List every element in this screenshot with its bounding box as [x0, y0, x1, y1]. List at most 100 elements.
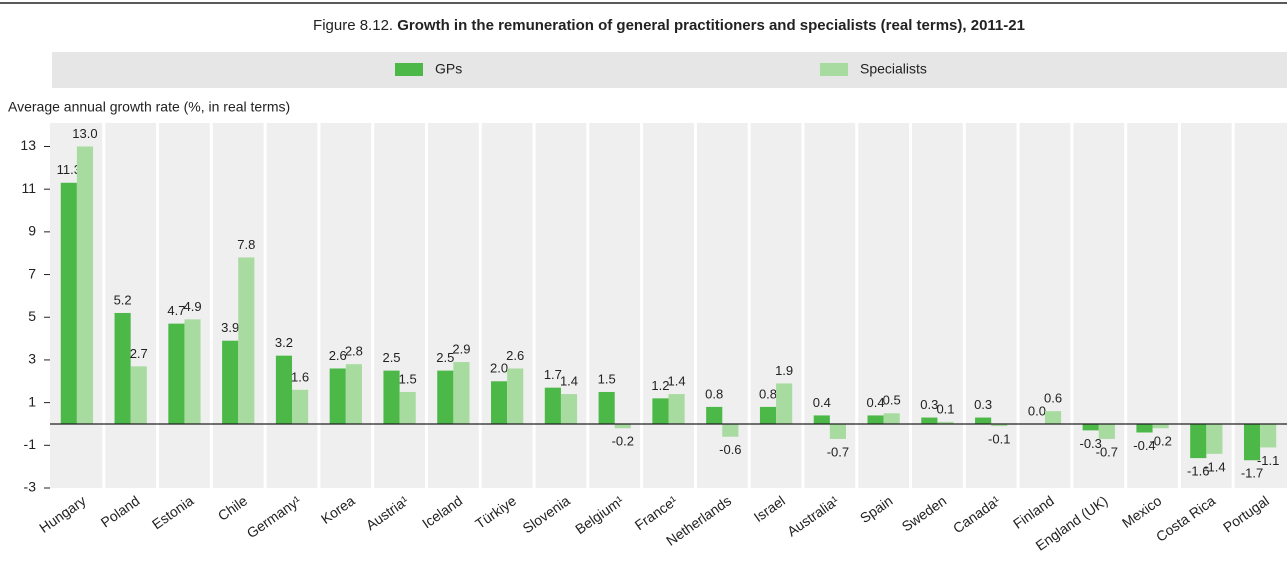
- bar: [937, 421, 954, 424]
- value-label: 5.2: [114, 292, 132, 307]
- value-label: 0.3: [974, 397, 992, 412]
- y-axis-label: Average annual growth rate (%, in real t…: [8, 99, 290, 115]
- bar: [1082, 423, 1099, 431]
- value-label: -0.7: [1096, 444, 1118, 459]
- x-tick-label: Sweden: [899, 492, 950, 534]
- bar: [1190, 423, 1207, 459]
- value-label: 0.8: [759, 386, 777, 401]
- value-label: 4.9: [183, 299, 201, 314]
- x-tick-label: Estonia: [149, 492, 197, 532]
- bar: [399, 391, 416, 424]
- bar: [453, 362, 470, 424]
- value-label: 0.0: [1028, 403, 1046, 418]
- value-label: 0.4: [813, 395, 831, 410]
- value-label: 2.7: [130, 346, 148, 361]
- value-label: -1.6: [1187, 464, 1209, 479]
- value-label: -0.4: [1133, 438, 1155, 453]
- x-tick-label: Australia¹: [784, 492, 842, 539]
- bar: [491, 381, 508, 424]
- legend-box: [52, 52, 1287, 88]
- bar: [275, 355, 293, 424]
- value-label: 3.2: [275, 335, 293, 350]
- value-label: 0.3: [920, 397, 938, 412]
- x-tick-label: Finland: [1010, 492, 1057, 531]
- value-label: 0.4: [867, 395, 885, 410]
- value-label: 2.5: [436, 350, 454, 365]
- value-label: 2.9: [452, 342, 470, 357]
- value-label: -1.1: [1257, 453, 1279, 468]
- value-label: 13.0: [72, 126, 97, 141]
- bar: [883, 413, 900, 424]
- x-tick-label: Spain: [857, 492, 896, 526]
- bar: [292, 389, 309, 424]
- x-tick-label: Canada¹: [950, 492, 1003, 536]
- y-tick-label: 5: [28, 308, 36, 324]
- bar: [437, 370, 454, 424]
- value-label: 2.6: [506, 348, 524, 363]
- value-label: 11.3: [57, 162, 81, 177]
- x-tick-label: Slovenia: [520, 492, 573, 536]
- bar: [598, 391, 615, 424]
- bar: [1136, 423, 1153, 433]
- legend-swatch: [395, 63, 423, 76]
- bar: [238, 257, 255, 424]
- bar: [345, 364, 362, 424]
- x-tick-label: Belgium¹: [572, 492, 627, 537]
- value-label: -0.2: [612, 434, 634, 449]
- value-label: 7.8: [237, 237, 255, 252]
- bar: [759, 406, 777, 424]
- value-label: 4.7: [167, 303, 185, 318]
- x-tick-label: Poland: [98, 492, 143, 530]
- bar: [975, 417, 992, 424]
- value-label: -0.6: [719, 442, 741, 457]
- bar: [1152, 423, 1169, 429]
- bar: [706, 406, 723, 424]
- y-tick-label: 11: [21, 180, 36, 196]
- y-tick-label: 3: [28, 351, 36, 367]
- x-tick-label: Germany¹: [244, 492, 304, 541]
- bar: [776, 383, 793, 424]
- bar: [668, 394, 685, 424]
- legend-label: Specialists: [860, 61, 927, 77]
- x-tick-label: Chile: [215, 492, 250, 524]
- value-label: -0.3: [1079, 436, 1101, 451]
- x-tick-label: Costa Rica: [1153, 492, 1218, 545]
- value-label: 1.6: [291, 369, 309, 384]
- bar: [1243, 423, 1261, 461]
- value-label: 0.8: [705, 386, 723, 401]
- bar: [560, 394, 578, 424]
- x-tick-label: Türkiye: [472, 492, 519, 532]
- value-label: 0.1: [936, 401, 954, 416]
- value-label: 1.5: [598, 371, 616, 386]
- bar: [1206, 423, 1223, 454]
- plot-background: [50, 123, 1287, 488]
- bar: [60, 182, 77, 424]
- y-tick-label: 1: [28, 393, 36, 409]
- bar: [722, 423, 739, 437]
- value-label: -0.2: [1149, 434, 1171, 449]
- bar: [76, 146, 94, 424]
- value-label: -1.7: [1241, 466, 1263, 481]
- value-label: -1.4: [1203, 459, 1225, 474]
- value-label: -0.1: [988, 432, 1010, 447]
- legend-swatch: [820, 63, 848, 76]
- bar: [813, 415, 830, 424]
- value-label: -0.7: [827, 444, 849, 459]
- value-label: 2.6: [329, 348, 347, 363]
- value-label: 2.5: [382, 350, 400, 365]
- bar: [921, 417, 938, 424]
- bar: [329, 368, 346, 424]
- bar: [829, 423, 846, 439]
- x-tick-label: Korea: [318, 492, 358, 527]
- value-label: 0.5: [883, 393, 901, 408]
- bar: [507, 368, 524, 424]
- figure-label: Figure 8.12.: [313, 17, 393, 34]
- bar: [114, 312, 131, 424]
- bar: [867, 415, 884, 424]
- x-tick-label: Mexico: [1119, 492, 1165, 531]
- value-label: 2.8: [345, 344, 363, 359]
- bar: [383, 370, 400, 424]
- y-tick-label: -3: [24, 479, 37, 495]
- x-tick-label: Hungary: [36, 492, 89, 535]
